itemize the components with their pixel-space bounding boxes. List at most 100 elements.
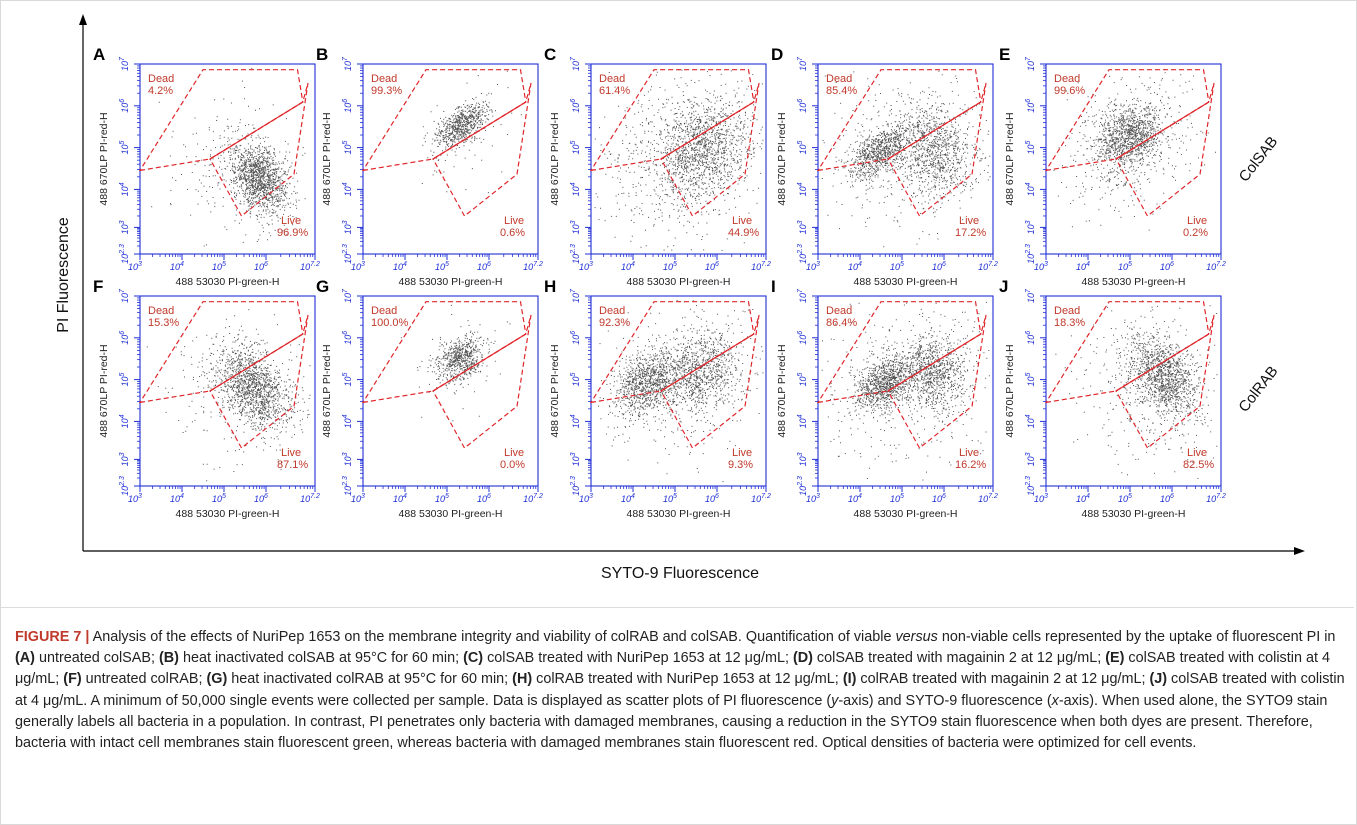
dead-label: Dead [826,305,852,317]
x-tick-label: 103 [579,261,593,272]
x-axis-arrowhead [1294,547,1305,555]
plot-x-label: 488 53030 PI-green-H [176,276,280,288]
y-tick-label: 104 [1025,182,1036,196]
x-tick-label: 105 [663,493,677,504]
x-tick-label: 107.2 [300,493,320,504]
live-label: Live [959,215,979,227]
plot-y-label: 488 670LP PI-red-H [1004,344,1016,437]
x-tick-label: 104 [1076,261,1090,272]
x-tick-label: 103 [351,261,365,272]
caption-segment: colSAB treated with colistin at 4 μg/mL.… [15,671,1345,709]
caption-segment: (A) [15,650,35,667]
y-tick-label: 106 [119,99,130,113]
plot-x-label: 488 53030 PI-green-H [176,508,280,520]
live-label: Live [732,447,752,459]
gate-divider [1115,101,1210,160]
x-tick-label: 104 [848,493,862,504]
y-tick-label: 106 [797,99,808,113]
dead-gate [1044,301,1210,404]
panel-letter: H [544,277,556,296]
x-tick-label: 103 [128,261,142,272]
caption-segment: (B) [158,650,179,667]
y-tick-label: 105 [1025,373,1036,387]
x-tick-label: 107.2 [300,261,320,272]
x-tick-label: 104 [393,493,407,504]
figure-label: FIGURE 7 | [15,629,90,645]
y-tick-label: 104 [570,414,581,428]
x-ticks: 103 104 105 106 107.2 [579,254,771,272]
dead-percent: 85.4% [826,85,857,97]
caption-segment: colSAB treated with NuriPep 1653 at 12 μ… [483,650,793,667]
plot-x-label: 488 53030 PI-green-H [627,508,731,520]
y-tick-label: 102.3 [342,476,353,496]
dead-gate [589,69,755,172]
panel-letter: G [316,277,329,296]
caption-segment: non-viable cells represented by the upta… [937,629,1336,645]
y-tick-label: 106 [342,99,353,113]
x-tick-label: 107.2 [751,261,771,272]
gate-divider [432,101,527,160]
y-tick-label: 105 [342,141,353,155]
dead-label: Dead [148,73,174,85]
y-tick-label: 107 [342,56,353,71]
y-ticks: 102.3 103 104 105 106 107 [797,288,818,496]
plot-frame [362,295,539,487]
x-ticks: 103 104 105 106 107.2 [351,486,543,504]
gate-divider [660,333,755,392]
caption-segment: (F) [63,671,82,688]
x-tick-label: 104 [170,493,184,504]
live-percent: 0.0% [500,459,525,471]
live-percent: 96.9% [277,227,308,239]
live-percent: 17.2% [955,227,986,239]
y-tick-label: 105 [570,141,581,155]
caption-segment: colRAB treated with magainin 2 at 12 μg/… [856,671,1150,688]
scatter-dots [821,70,991,248]
x-tick-label: 106 [1160,493,1174,504]
plot-frame [139,63,316,255]
caption-segment: Analysis of the effects of NuriPep 1653 … [89,629,896,645]
x-tick-label: 105 [890,493,904,504]
plot-x-label: 488 53030 PI-green-H [627,276,731,288]
y-tick-label: 104 [797,414,808,428]
y-tick-label: 105 [119,141,130,155]
x-tick-label: 105 [212,261,226,272]
plot-y-label: 488 670LP PI-red-H [1004,112,1016,205]
plot-x-label: 488 53030 PI-green-H [1082,508,1186,520]
y-tick-label: 105 [342,373,353,387]
x-ticks: 103 104 105 106 107.2 [128,254,320,272]
y-tick-label: 105 [797,141,808,155]
x-tick-label: 103 [579,493,593,504]
x-tick-label: 106 [932,493,946,504]
y-tick-label: 102.3 [1025,244,1036,264]
live-percent: 0.2% [1183,227,1208,239]
live-label: Live [281,447,301,459]
dead-percent: 18.3% [1054,317,1085,329]
x-tick-label: 104 [848,261,862,272]
dead-gate [138,301,304,404]
x-tick-label: 105 [663,261,677,272]
live-label: Live [959,447,979,459]
y-tick-label: 104 [1025,414,1036,428]
panel-letter: J [999,277,1008,296]
y-tick-label: 104 [570,182,581,196]
y-tick-label: 105 [797,373,808,387]
plot-frame [1045,63,1222,255]
scatter-points [821,70,991,248]
dead-percent: 92.3% [599,317,630,329]
dead-label: Dead [599,305,625,317]
y-tick-label: 102.3 [797,476,808,496]
plot-frame [817,295,994,487]
row-label-colrab: ColRAB [1235,363,1281,416]
dead-gate [361,69,527,172]
x-tick-label: 107.2 [1206,493,1226,504]
caption-segment: (D) [792,650,813,667]
plot-frame [590,295,767,487]
y-tick-label: 104 [342,414,353,428]
x-tick-label: 105 [212,493,226,504]
x-tick-label: 105 [1118,493,1132,504]
y-tick-label: 107 [1025,56,1036,71]
y-tick-label: 102.3 [342,244,353,264]
x-tick-label: 106 [254,261,268,272]
